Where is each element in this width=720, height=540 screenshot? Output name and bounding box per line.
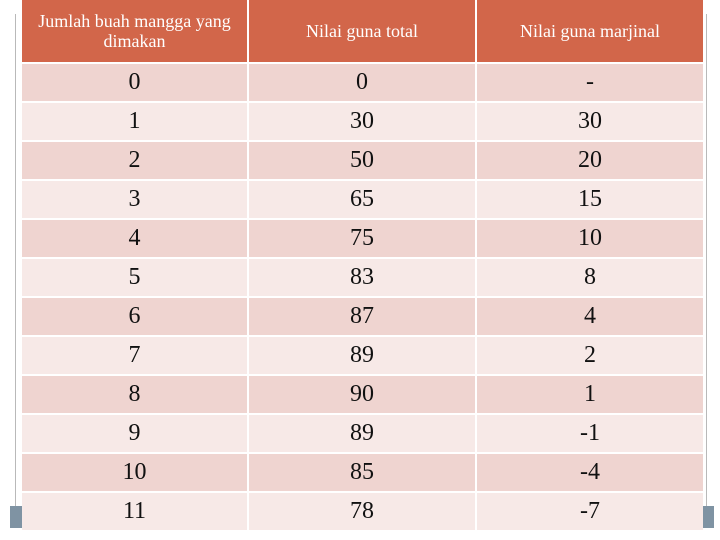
table-cell: -7	[476, 491, 703, 530]
table-cell: 89	[248, 335, 477, 375]
table-cell: 0	[22, 62, 249, 102]
header-row: Jumlah buah mangga yang dimakan Nilai gun…	[22, 0, 703, 63]
table-cell: 2	[22, 140, 249, 180]
table-cell: 2	[476, 335, 703, 375]
table-cell: 30	[476, 101, 703, 141]
table-cell: 3	[22, 179, 249, 219]
table-cell: 9	[22, 413, 249, 453]
table-row: 10 85 -4	[22, 452, 703, 492]
table-cell: 10	[22, 452, 249, 492]
table-body: 0 0-1 30 30 2 50 20 3 65 15 4 75 10 5 83 8 6 87 4 7 89 2 8 90 1 9…	[22, 62, 703, 530]
table-row: 4 75 10	[22, 218, 703, 258]
table-row: 8 90 1	[22, 374, 703, 414]
table-row: 3 65 15	[22, 179, 703, 219]
table-cell: 65	[248, 179, 477, 219]
table-cell: -	[476, 62, 703, 102]
table-cell: 89	[248, 413, 477, 453]
header-cell: Nilai guna marjinal	[476, 0, 703, 63]
table-cell: 11	[22, 491, 249, 530]
table-cell: 30	[248, 101, 477, 141]
table-cell: 0	[248, 62, 477, 102]
table-cell: 7	[22, 335, 249, 375]
table-cell: 10	[476, 218, 703, 258]
table-cell: 6	[22, 296, 249, 336]
table-cell: 8	[476, 257, 703, 297]
table-cell: 83	[248, 257, 477, 297]
table-row: 7 89 2	[22, 335, 703, 375]
frame-line	[15, 14, 16, 526]
table-cell: 5	[22, 257, 249, 297]
table-cell: 1	[22, 101, 249, 141]
table-cell: 78	[248, 491, 477, 530]
table-row: 5 83 8	[22, 257, 703, 297]
frame-line	[706, 14, 707, 526]
table-row: 11 78 -7	[22, 491, 703, 530]
table-cell: 1	[476, 374, 703, 414]
table-cell: 90	[248, 374, 477, 414]
table-row: 9 89 -1	[22, 413, 703, 453]
header-cell: Jumlah buah mangga yang dimakan	[22, 0, 249, 63]
table-cell: -1	[476, 413, 703, 453]
table-cell: 8	[22, 374, 249, 414]
table-cell: 15	[476, 179, 703, 219]
header-cell: Nilai guna total	[248, 0, 477, 63]
table-cell: 4	[476, 296, 703, 336]
table-cell: 85	[248, 452, 477, 492]
utility-table: Jumlah buah mangga yang dimakan Nilai gun…	[22, 0, 703, 530]
table-row: 6 87 4	[22, 296, 703, 336]
table-cell: 4	[22, 218, 249, 258]
table-cell: 20	[476, 140, 703, 180]
table-row: 1 30 30	[22, 101, 703, 141]
table-row: 2 50 20	[22, 140, 703, 180]
table-cell: -4	[476, 452, 703, 492]
table-cell: 87	[248, 296, 477, 336]
table-cell: 50	[248, 140, 477, 180]
table-cell: 75	[248, 218, 477, 258]
